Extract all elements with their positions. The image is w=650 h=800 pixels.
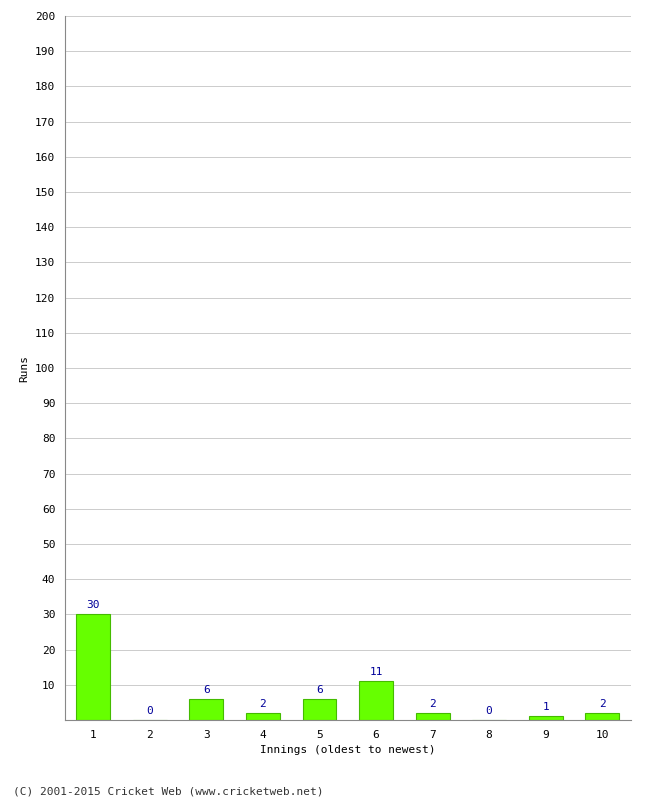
Text: 11: 11: [369, 667, 383, 677]
Text: (C) 2001-2015 Cricket Web (www.cricketweb.net): (C) 2001-2015 Cricket Web (www.cricketwe…: [13, 786, 324, 796]
Bar: [246, 713, 280, 720]
Text: 2: 2: [259, 698, 266, 709]
Text: 6: 6: [316, 685, 323, 694]
Y-axis label: Runs: Runs: [20, 354, 29, 382]
Text: 6: 6: [203, 685, 210, 694]
X-axis label: Innings (oldest to newest): Innings (oldest to newest): [260, 746, 436, 755]
Text: 0: 0: [486, 706, 493, 716]
Text: 0: 0: [146, 706, 153, 716]
Bar: [76, 614, 111, 720]
Text: 1: 1: [542, 702, 549, 712]
Bar: [359, 682, 393, 720]
Bar: [528, 717, 563, 720]
Bar: [585, 713, 619, 720]
Text: 30: 30: [86, 600, 100, 610]
Text: 2: 2: [429, 698, 436, 709]
Bar: [189, 699, 224, 720]
Bar: [415, 713, 450, 720]
Text: 2: 2: [599, 698, 606, 709]
Bar: [302, 699, 337, 720]
